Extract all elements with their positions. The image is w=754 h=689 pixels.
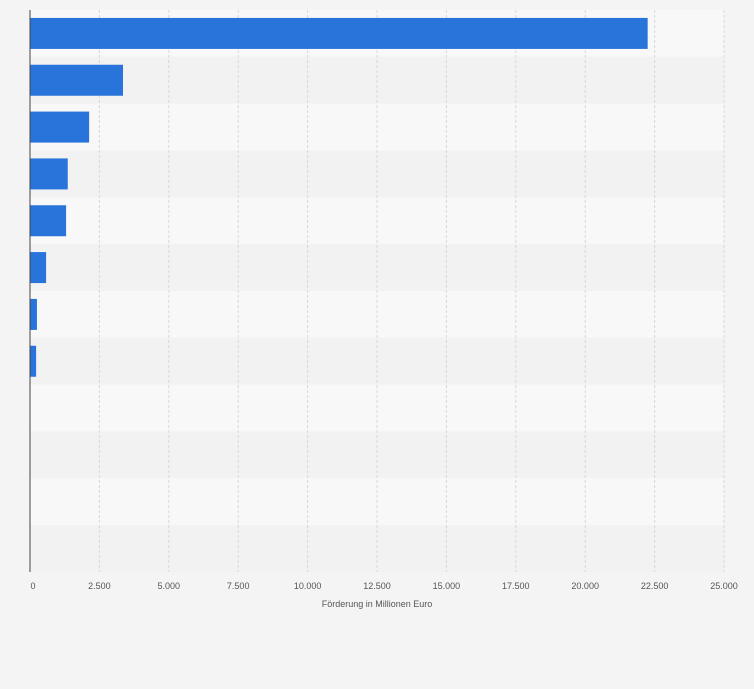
gridlines xyxy=(98,10,725,572)
x-tick-label: 25.000 xyxy=(710,581,738,591)
bar xyxy=(30,205,67,237)
bar xyxy=(30,111,90,143)
x-tick-label: 20.000 xyxy=(571,581,599,591)
bar xyxy=(30,17,648,49)
x-tick-label: 12.500 xyxy=(363,581,391,591)
bar xyxy=(30,64,123,96)
x-tick-label: 7.500 xyxy=(227,581,250,591)
x-tick-label: 0 xyxy=(30,581,35,591)
bars xyxy=(30,17,648,377)
x-tick-label: 17.500 xyxy=(502,581,530,591)
x-axis-title: Förderung in Millionen Euro xyxy=(322,599,433,609)
x-tick-label: 15.000 xyxy=(433,581,461,591)
x-tick-labels: 0 2.500 5.000 7.500 10.000 12.500 15.000 17.500… xyxy=(30,581,737,591)
x-tick-label: 22.500 xyxy=(641,581,669,591)
bar xyxy=(30,298,37,330)
row-band xyxy=(30,150,724,198)
bar xyxy=(30,345,37,377)
x-tick-label: 2.500 xyxy=(88,581,111,591)
bar xyxy=(30,252,47,284)
x-tick-label: 5.000 xyxy=(158,581,181,591)
bar xyxy=(30,158,68,190)
x-tick-label: 10.000 xyxy=(294,581,322,591)
